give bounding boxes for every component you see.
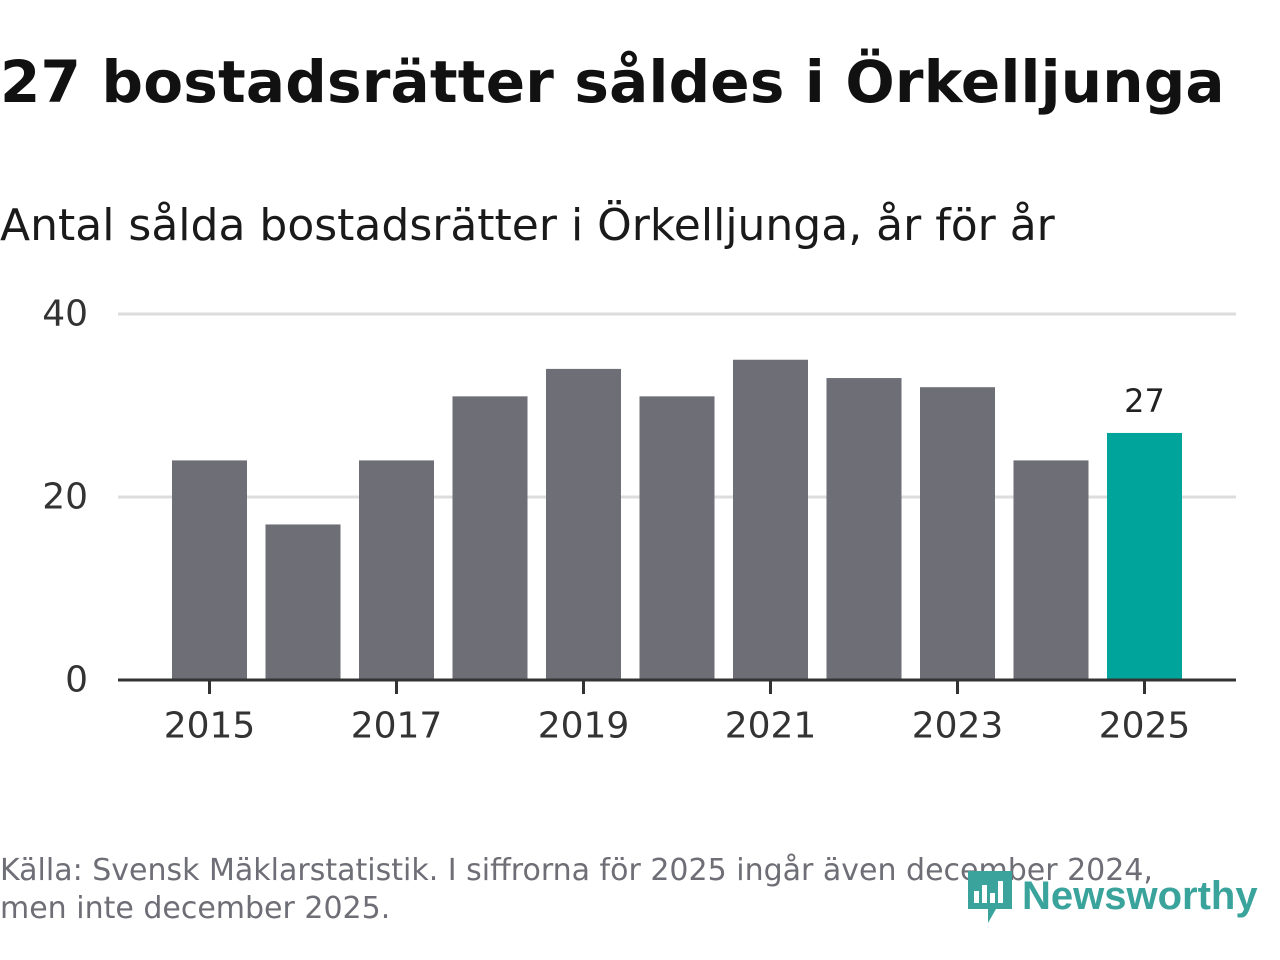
logo-text: Newsworthy [1022,873,1258,918]
bar-2017 [359,460,434,680]
bar-2025 [1107,432,1182,680]
data-labels: 27 [1124,382,1165,420]
newsworthy-logo: Newsworthy [964,864,1258,928]
x-tick-label-2025: 2025 [1099,706,1191,747]
x-tick-label-2023: 2023 [912,706,1004,747]
y-tick-label-0: 0 [65,660,88,701]
chart-subtitle: Antal sålda bostadsrätter i Örkelljunga,… [0,200,1055,251]
x-tick-label-2021: 2021 [725,706,817,747]
bar-2020 [639,396,715,680]
y-tick-label-40: 40 [42,294,88,335]
bar-2022 [826,378,902,680]
bar-2024 [1013,460,1089,680]
y-tick-label-20: 20 [42,477,88,518]
bar-2018 [452,396,528,680]
bar-2016 [265,524,341,680]
bar-chart: 0 20 40 2015 2017 2019 2021 2023 2025 27 [42,294,1236,747]
bar-2019 [546,368,621,680]
data-label-2025: 27 [1124,382,1165,420]
source-note: Källa: Svensk Mäklarstatistik. I siffror… [0,853,1153,926]
page-title: 27 bostadsrätter såldes i Örkelljunga [0,48,1225,116]
x-tick-label-2019: 2019 [538,706,630,747]
x-axis-ticks: 2015 2017 2019 2021 2023 2025 [164,680,1191,747]
x-tick-label-2017: 2017 [351,706,443,747]
bars [172,359,1182,680]
bar-2021 [733,359,808,680]
newsworthy-logo-icon [968,871,1012,923]
x-tick-label-2015: 2015 [164,706,256,747]
y-axis-ticks: 0 20 40 [42,294,88,701]
bar-2023 [920,387,995,680]
bar-2015 [172,460,247,680]
